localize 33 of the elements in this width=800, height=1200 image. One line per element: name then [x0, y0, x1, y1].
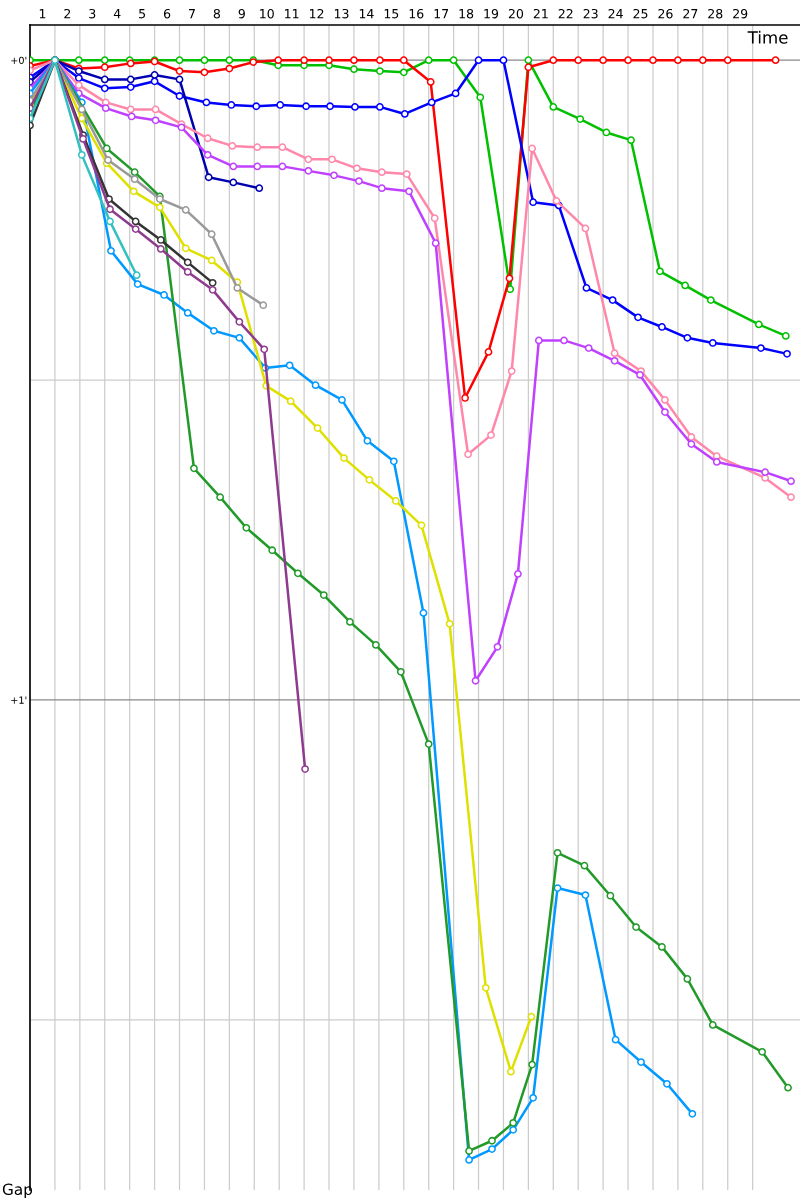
x-tick-label: 29 — [733, 8, 748, 19]
x-tick-label: 5 — [139, 9, 146, 19]
x-tick-label: 8 — [213, 8, 221, 19]
x-tick-label: 28 — [708, 8, 723, 19]
x-tick-label: 2 — [64, 8, 71, 19]
x-tick-label: 19 — [484, 8, 499, 19]
x-tick-label: 21 — [533, 8, 548, 19]
x-tick-label: 22 — [558, 8, 573, 19]
x-tick-label: 11 — [285, 9, 299, 19]
x-tick-label: 14 — [359, 9, 374, 19]
y-tick-label: +0' — [11, 56, 27, 65]
x-tick-label: 20 — [508, 8, 524, 19]
x-tick-label: 15 — [384, 9, 399, 19]
x-tick-label: 12 — [309, 8, 324, 19]
x-tick-label: 16 — [409, 8, 424, 19]
x-tick-label: 3 — [89, 8, 96, 19]
x-tick-label: 4 — [113, 9, 121, 19]
x-axis-title: Time — [747, 30, 788, 44]
x-tick-label: 24 — [608, 8, 623, 19]
x-tick-label: 23 — [583, 8, 598, 19]
x-tick-label: 13 — [334, 8, 349, 19]
y-axis-title: Gap — [2, 1183, 33, 1198]
x-tick-label: 1 — [39, 9, 46, 19]
x-tick-label: 26 — [658, 8, 673, 19]
x-tick-label: 6 — [163, 8, 171, 19]
x-tick-label: 10 — [260, 8, 274, 19]
x-tick-label: 7 — [189, 9, 195, 19]
x-tick-label: 27 — [683, 8, 698, 19]
x-tick-label: 9 — [238, 8, 245, 19]
y-tick-label: +1' — [11, 696, 27, 704]
x-tick-label: 17 — [434, 9, 449, 19]
x-tick-label: 18 — [459, 8, 474, 19]
x-tick-label: 25 — [633, 8, 648, 19]
